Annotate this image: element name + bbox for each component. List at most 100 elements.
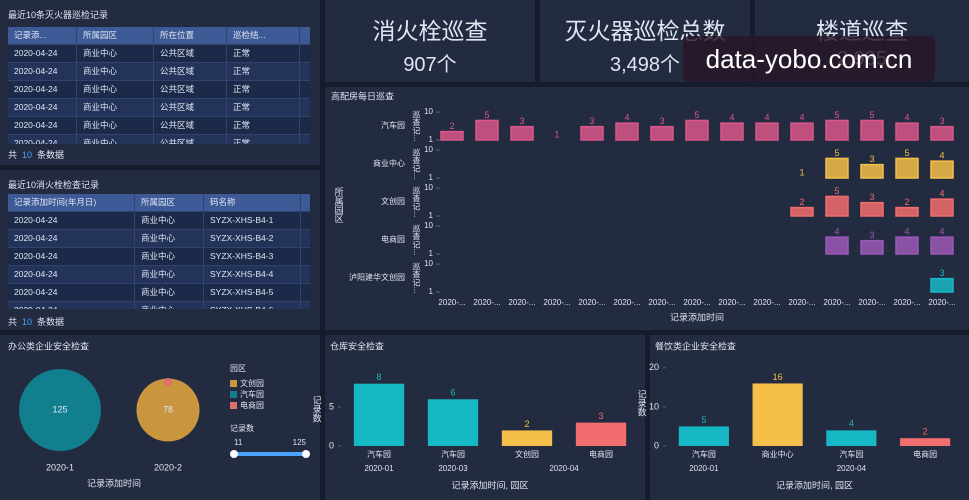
- table-cell: 2020-04-24: [8, 284, 135, 301]
- table-cell: SYZX-XHS-B4-1: [204, 212, 301, 229]
- table-cell: 商业中心: [135, 248, 204, 265]
- x-axis-title: 记录添加时间: [670, 311, 724, 322]
- table-cell: 2020-04-24: [8, 63, 77, 80]
- extinguisher-panel: 最近10条灭火器巡检记录 记录添... 所属园区 所在位置 巡检结... 2020-04…: [0, 0, 320, 165]
- footer-count: 10: [22, 150, 33, 160]
- table-row: 2020-04-24 商业中心 公共区域 正常: [8, 81, 310, 99]
- table-cell: 公共区域: [154, 63, 227, 80]
- data-label: 125: [52, 404, 67, 414]
- column-header: 所属园区: [77, 27, 154, 44]
- x-axis-title: 记录添加时间: [87, 477, 141, 488]
- x-tick-label: 2020-...: [613, 298, 640, 307]
- x-tick-label: 2020-2: [154, 462, 182, 472]
- table-row: 2020-04-24 商业中心 SYZX-XHS-B4-3: [8, 248, 310, 266]
- table-cell: 公共区域: [154, 81, 227, 98]
- table-cell: 商业中心: [135, 266, 204, 283]
- bar: [825, 195, 849, 217]
- y-tick-label: 1: [429, 135, 434, 144]
- table-header: 记录添加时间(年月日) 所属园区 码名称: [8, 194, 310, 212]
- data-label: 3: [659, 116, 664, 126]
- y-tick-label: 1: [429, 287, 434, 296]
- footer-text: 共: [8, 150, 18, 160]
- data-label: 4: [764, 113, 769, 123]
- data-label: 4: [799, 113, 804, 123]
- data-label: 5: [834, 110, 839, 120]
- bar: [930, 277, 954, 293]
- data-label: 2: [904, 197, 909, 207]
- footer-text: 条数据: [37, 317, 65, 327]
- facet-label: 汽车园: [381, 120, 405, 130]
- table-cell: 商业中心: [77, 135, 154, 144]
- column-header: 记录添...: [8, 27, 77, 44]
- bar: [895, 157, 919, 179]
- table-cell: SYZX-XHS-B4-5: [204, 284, 301, 301]
- size-legend-label: 125: [293, 438, 307, 447]
- table-row: 2020-04-24 商业中心 公共区域 正常: [8, 99, 310, 117]
- table-cell: 商业中心: [135, 212, 204, 229]
- slider-handle: [230, 450, 238, 458]
- y-tick-label: 20: [649, 362, 659, 372]
- facet-y-title: 巡查记...: [412, 186, 421, 218]
- x-tick-label: 电商园: [913, 449, 937, 459]
- data-label: 3: [939, 268, 944, 278]
- kpi-title: 消火栓巡查: [372, 18, 488, 44]
- slider-handle: [302, 450, 310, 458]
- facet-label: 文创园: [381, 196, 405, 206]
- bar: [720, 122, 744, 141]
- bar: [685, 119, 709, 141]
- legend-label: 文创园: [240, 378, 264, 388]
- bar: [790, 206, 814, 217]
- table-row: 2020-04-24 商业中心 公共区域 正常: [8, 45, 310, 63]
- y-tick-label: 10: [424, 221, 433, 230]
- x-tick-label: 汽车园: [839, 449, 863, 459]
- bar: [825, 157, 849, 179]
- bar: [353, 383, 405, 446]
- x-tick-label: 2020-...: [578, 298, 605, 307]
- facet-y-title: 巡查记...: [412, 224, 421, 256]
- y-tick-label: 0: [329, 440, 334, 450]
- x-tick-label: 商业中心: [762, 449, 794, 459]
- table-cell: 正常: [227, 63, 300, 80]
- legend-swatch: [230, 380, 237, 387]
- bar: [895, 206, 919, 217]
- table-cell: 商业中心: [135, 230, 204, 247]
- footer-text: 共: [8, 317, 18, 327]
- y-tick-label: 0: [654, 440, 659, 450]
- data-label: 3: [869, 192, 874, 202]
- bar: [860, 201, 884, 217]
- table-cell: 公共区域: [154, 99, 227, 116]
- table-cell: 商业中心: [135, 302, 204, 309]
- x-group-label: 2020-01: [364, 464, 394, 473]
- table-cell: 正常: [227, 117, 300, 134]
- data-label: 4: [939, 227, 944, 237]
- footer-count: 10: [22, 317, 33, 327]
- table-cell: 正常: [227, 99, 300, 116]
- table-row: 2020-04-24 商业中心 SYZX-XHS-B4-2: [8, 230, 310, 248]
- table-row: 2020-04-24 商业中心 公共区域 正常: [8, 135, 310, 144]
- x-tick-label: 2020-...: [508, 298, 535, 307]
- data-label: 78: [163, 404, 173, 414]
- table-cell: 正常: [227, 81, 300, 98]
- bar: [575, 422, 627, 446]
- bubble: [164, 378, 172, 386]
- x-tick-label: 2020-...: [858, 298, 885, 307]
- bar: [475, 119, 499, 141]
- data-label: 3: [519, 116, 524, 126]
- data-label: 3: [939, 116, 944, 126]
- facet-y-title: 巡查记...: [412, 262, 421, 294]
- x-tick-label: 文创园: [515, 449, 539, 459]
- data-label: 5: [484, 110, 489, 120]
- column-header: 所在位置: [154, 27, 227, 44]
- facet-label: 电商园: [381, 234, 405, 244]
- x-tick-label: 2020-...: [718, 298, 745, 307]
- bar: [510, 125, 534, 141]
- size-legend-label: 11: [234, 438, 243, 447]
- data-label: 3: [869, 154, 874, 164]
- bar: [501, 430, 553, 446]
- size-legend-title: 记录数: [230, 423, 254, 433]
- table-cell: 商业中心: [135, 284, 204, 301]
- column-header: 记录添加时间(年月日): [8, 194, 135, 211]
- hydrant-panel: 最近10消火栓检查记录 记录添加时间(年月日) 所属园区 码名称 2020-04-24…: [0, 170, 320, 330]
- x-tick-label: 汽车园: [367, 449, 391, 459]
- table-row: 2020-04-24 商业中心 SYZX-XHS-B4-1: [8, 212, 310, 230]
